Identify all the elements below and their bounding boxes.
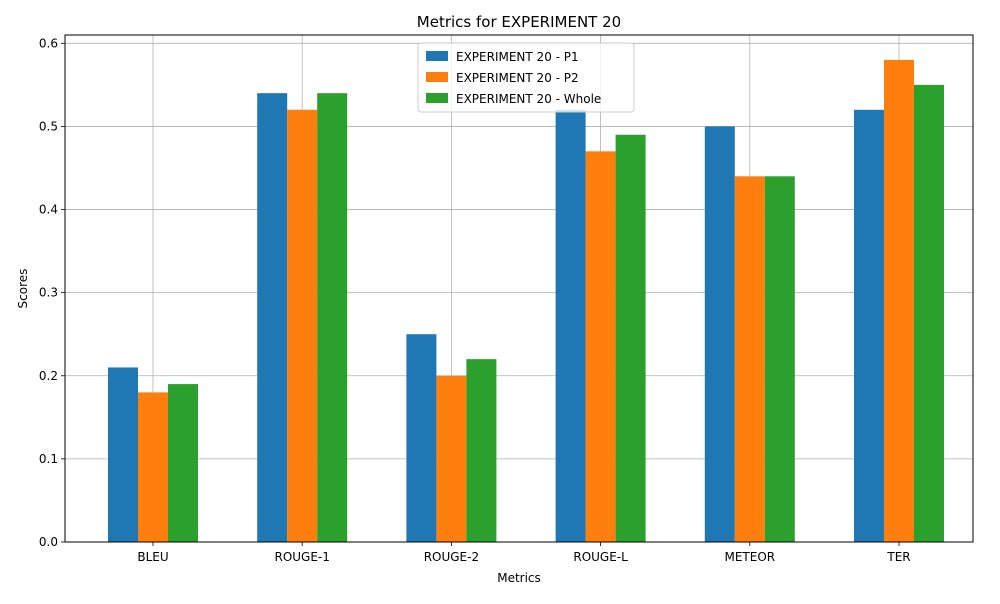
bar-rouge-2-series-1: [406, 334, 437, 542]
x-tick-label: ROUGE-1: [274, 550, 329, 564]
legend-label: EXPERIMENT 20 - P2: [456, 71, 579, 85]
bar-rouge-2-series-3: [466, 359, 497, 542]
legend: EXPERIMENT 20 - P1 EXPERIMENT 20 - P2 EXPE…: [417, 42, 635, 113]
bar-meteor-series-2: [734, 176, 765, 542]
legend-swatch: [426, 72, 448, 82]
x-tick-label: BLEU: [137, 550, 168, 564]
bar-rouge-2-series-2: [436, 375, 467, 542]
y-axis: 0.0 0.1 0.2 0.3 0.4 0.5 0.6: [39, 36, 65, 549]
chart-title: Metrics for EXPERIMENT 20: [417, 13, 621, 31]
plot-area-frame: [64, 34, 974, 543]
x-tick-label: ROUGE-L: [573, 550, 628, 564]
bar-ter-series-1: [854, 109, 884, 542]
bar-bleu-series-1: [108, 367, 138, 542]
bar-ter-series-3: [914, 84, 944, 543]
legend-swatch: [426, 93, 448, 103]
y-axis-label: Scores: [16, 269, 30, 309]
legend-label: EXPERIMENT 20 - Whole: [456, 92, 601, 106]
bar-bleu-series-3: [168, 384, 198, 542]
bar-rouge-1-series-2: [287, 109, 318, 542]
bar-ter-series-2: [884, 59, 914, 543]
bar-rouge-l-series-2: [585, 151, 616, 542]
legend-swatch: [426, 51, 448, 61]
y-tick-label: 0.2: [39, 369, 58, 383]
bar-rouge-l-series-3: [615, 134, 646, 542]
y-tick-label: 0.1: [39, 452, 58, 466]
bar-bleu-series-2: [138, 392, 168, 542]
bar-meteor-series-1: [704, 126, 735, 542]
bars: [108, 59, 944, 543]
x-tick-label: ROUGE-2: [424, 550, 479, 564]
y-tick-label: 0.4: [39, 203, 58, 217]
x-tick-label: TER: [886, 550, 910, 564]
x-axis: BLEU ROUGE-1 ROUGE-2 ROUGE-L METEOR TER: [137, 542, 911, 564]
x-tick-label: METEOR: [724, 550, 775, 564]
bar-rouge-1-series-1: [257, 93, 288, 542]
legend-box: [417, 42, 635, 113]
y-tick-label: 0.3: [39, 286, 58, 300]
y-tick-label: 0.0: [39, 535, 58, 549]
bar-rouge-l-series-1: [555, 109, 586, 542]
x-axis-label: Metrics: [497, 571, 541, 585]
y-tick-label: 0.5: [39, 119, 58, 133]
bar-rouge-1-series-3: [317, 93, 348, 542]
bar-meteor-series-3: [764, 176, 795, 542]
y-tick-label: 0.6: [39, 36, 58, 50]
legend-label: EXPERIMENT 20 - P1: [456, 50, 579, 64]
